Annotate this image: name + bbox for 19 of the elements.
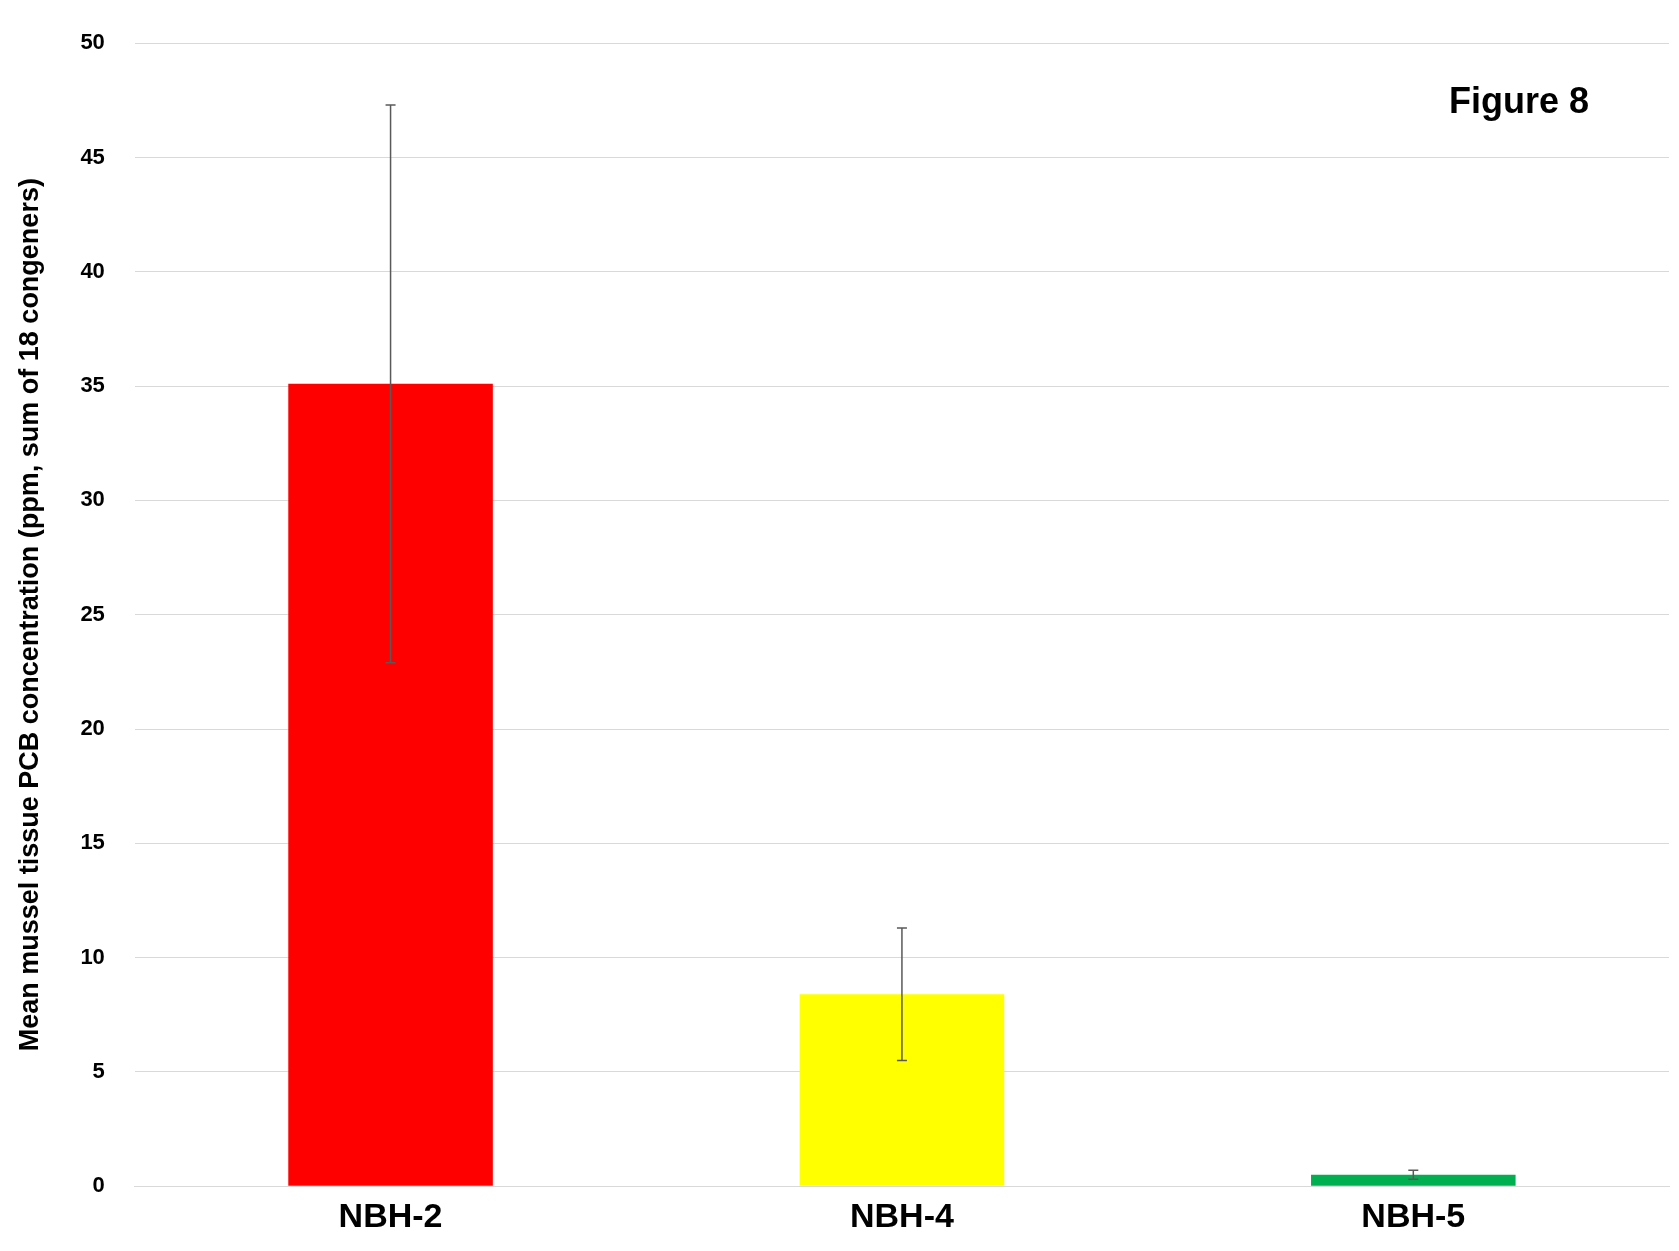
annotation: Figure 8 (1448, 80, 1589, 122)
y-tick-label: 40 (80, 257, 105, 283)
x-tick-label: NBH-4 (849, 1195, 954, 1234)
bar (1311, 1174, 1516, 1186)
y-tick-label: 50 (80, 29, 105, 55)
x-tick-label: NBH-5 (1361, 1195, 1466, 1234)
y-tick-label: 5 (92, 1057, 105, 1083)
y-tick-label: 20 (80, 715, 105, 741)
y-tick-label: 10 (80, 943, 105, 969)
x-tick-label: NBH-2 (338, 1195, 443, 1234)
bar (799, 994, 1005, 1186)
y-tick-label: 30 (80, 486, 105, 512)
y-tick-label: 35 (80, 372, 105, 398)
y-tick-label: 25 (80, 600, 105, 626)
y-axis-title: Mean mussel tissue PCB concentration (ppm, sum of 18 congeners) (13, 178, 44, 1052)
y-tick-label: 45 (80, 143, 105, 169)
bar (288, 383, 493, 1186)
y-tick-label: 15 (80, 829, 105, 855)
y-tick-label: 0 (92, 1172, 105, 1198)
